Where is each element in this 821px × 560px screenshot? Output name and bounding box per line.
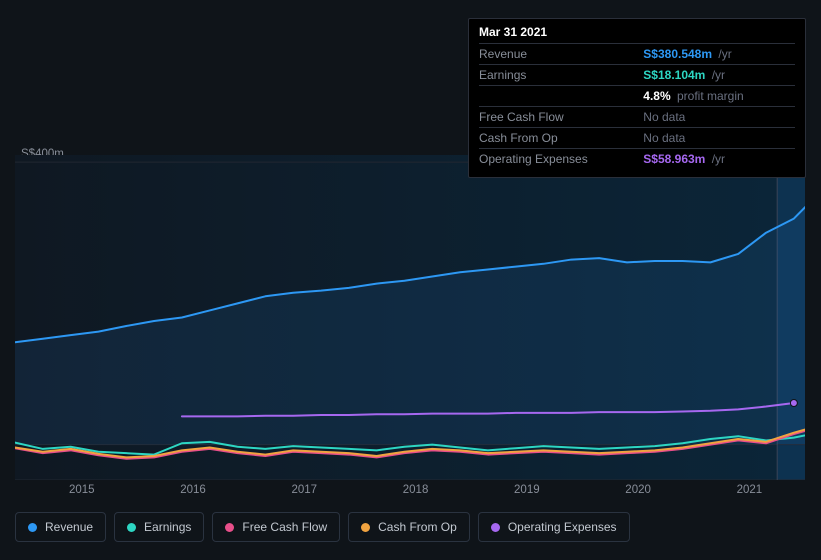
x-tick-label: 2019 (514, 484, 540, 496)
tooltip-date: Mar 31 2021 (479, 25, 795, 39)
legend-swatch-icon (127, 523, 136, 532)
tooltip-value: 4.8% profit margin (643, 86, 795, 107)
x-tick-label: 2020 (625, 484, 651, 496)
tooltip-row-revenue: RevenueS$380.548m /yr (479, 44, 795, 65)
legend-label: Cash From Op (378, 520, 457, 534)
x-tick-label: 2016 (180, 484, 206, 496)
legend-item-revenue[interactable]: Revenue (15, 512, 106, 542)
legend-swatch-icon (28, 523, 37, 532)
legend-label: Revenue (45, 520, 93, 534)
tooltip-label: Operating Expenses (479, 149, 643, 170)
tooltip-label: Earnings (479, 65, 643, 86)
legend-swatch-icon (225, 523, 234, 532)
tooltip-row-margin: 4.8% profit margin (479, 86, 795, 107)
legend-item-earnings[interactable]: Earnings (114, 512, 204, 542)
legend-item-opex[interactable]: Operating Expenses (478, 512, 630, 542)
chart-svg (15, 155, 805, 480)
tooltip-value: No data (643, 128, 795, 149)
tooltip-table: RevenueS$380.548m /yrEarningsS$18.104m /… (479, 43, 795, 169)
x-tick-label: 2015 (69, 484, 95, 496)
legend-item-fcf[interactable]: Free Cash Flow (212, 512, 340, 542)
tooltip-value: S$18.104m /yr (643, 65, 795, 86)
chart-legend: Revenue Earnings Free Cash Flow Cash From O… (15, 512, 630, 542)
chart-tooltip: Mar 31 2021 RevenueS$380.548m /yrEarning… (468, 18, 806, 178)
legend-label: Operating Expenses (508, 520, 617, 534)
legend-label: Earnings (144, 520, 191, 534)
legend-swatch-icon (491, 523, 500, 532)
legend-label: Free Cash Flow (242, 520, 327, 534)
x-tick-label: 2017 (291, 484, 317, 496)
tooltip-value: No data (643, 107, 795, 128)
tooltip-row-opex: Operating ExpensesS$58.963m /yr (479, 149, 795, 170)
tooltip-value: S$58.963m /yr (643, 149, 795, 170)
tooltip-row-fcf: Free Cash FlowNo data (479, 107, 795, 128)
legend-swatch-icon (361, 523, 370, 532)
x-axis-labels: 2015 2016 2017 2018 2019 2020 2021 (15, 480, 805, 500)
tooltip-label: Revenue (479, 44, 643, 65)
tooltip-label: Free Cash Flow (479, 107, 643, 128)
chart-plot[interactable] (15, 155, 805, 480)
tooltip-label: Cash From Op (479, 128, 643, 149)
tooltip-value: S$380.548m /yr (643, 44, 795, 65)
x-tick-label: 2021 (737, 484, 763, 496)
legend-item-cfo[interactable]: Cash From Op (348, 512, 470, 542)
tooltip-label (479, 86, 643, 107)
x-tick-label: 2018 (403, 484, 429, 496)
tooltip-row-cfo: Cash From OpNo data (479, 128, 795, 149)
chart-container: Mar 31 2021 RevenueS$380.548m /yrEarning… (0, 0, 821, 560)
tooltip-row-earnings: EarningsS$18.104m /yr (479, 65, 795, 86)
